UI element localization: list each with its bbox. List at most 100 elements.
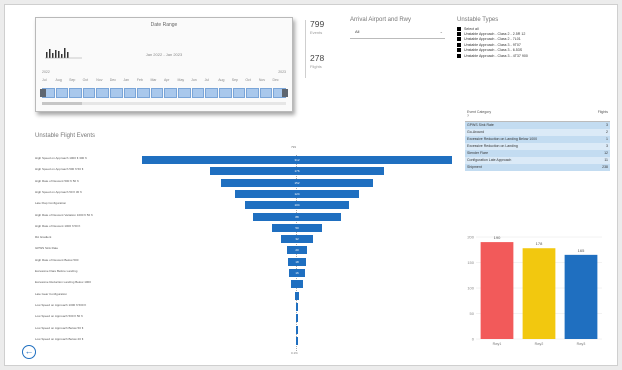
funnel-bar[interactable] [296, 325, 298, 334]
funnel-value-label: 88 [295, 214, 299, 219]
funnel-bar[interactable] [287, 246, 307, 255]
funnel-value-label: 104 [294, 203, 300, 208]
funnel-bar[interactable] [281, 235, 313, 244]
timeline-segment[interactable] [55, 88, 69, 98]
funnel-row[interactable]: Excessive Reduction Landing Below 1000 12 [35, 279, 455, 289]
timeline-segment[interactable] [218, 88, 232, 98]
funnel-bar[interactable] [289, 269, 305, 277]
funnel-row[interactable]: Low Speed on Approach 500 ft 50 ft 2 [35, 313, 455, 323]
funnel-row[interactable]: High Rate of Descent Variation 1000 ft 5… [35, 212, 455, 222]
checkbox-checked-icon[interactable] [457, 37, 461, 42]
timeline-segment[interactable] [82, 88, 96, 98]
funnel-bar[interactable] [253, 212, 341, 221]
funnel-bar[interactable] [295, 291, 299, 300]
checkbox-checked-icon[interactable] [457, 26, 461, 31]
table-cell-flights: 3 [606, 144, 608, 148]
timeline-segment[interactable] [259, 88, 273, 98]
unstable-type-label: Unstable Approach - Class 2 - 7L01 [464, 37, 521, 42]
checkbox-checked-icon[interactable] [457, 42, 461, 47]
funnel-value-label: 3 [296, 304, 298, 309]
checkbox-checked-icon[interactable] [457, 32, 461, 37]
funnel-row[interactable]: GPWS Sink Rate 20 [35, 245, 455, 255]
unstable-type-option[interactable]: Select all [457, 26, 587, 31]
date-range-slicer[interactable]: Date Range Jan 2022 - Jan 2023 2022 2023… [35, 17, 293, 112]
timeline-segment[interactable] [191, 88, 205, 98]
funnel-row[interactable]: Late Flap Configuration 104 [35, 200, 455, 210]
unstable-type-option[interactable]: Unstable Approach - Class 3 - 6.53S [457, 48, 587, 53]
funnel-bar[interactable] [296, 314, 298, 323]
timeline-segment[interactable] [69, 88, 82, 98]
table-row[interactable]: Go-Around 2 [465, 129, 610, 136]
timeline-segment[interactable] [137, 88, 150, 98]
unstable-type-label: Unstable Approach - Class 2 - 2.5R 12 [464, 32, 526, 37]
chevron-down-icon[interactable]: ⌄ [439, 29, 443, 34]
table-cell-flights: 3 [606, 123, 608, 127]
funnel-row[interactable]: High Rate of Descent 1000 ft 50 ft 50 [35, 223, 455, 233]
timeline-segment[interactable] [164, 88, 178, 98]
timeline-segment[interactable] [110, 88, 123, 98]
funnel-row[interactable]: Low Speed on Approach Below 50 ft 1 [35, 325, 455, 335]
timeline-segment[interactable] [96, 88, 110, 98]
bar[interactable] [564, 254, 598, 339]
y-tick-label: 100 [467, 286, 474, 291]
timeline-segment[interactable] [232, 88, 246, 98]
timeline-segment[interactable] [246, 88, 259, 98]
timeline-segment[interactable] [150, 88, 164, 98]
funnel-bar[interactable] [295, 302, 299, 311]
unstable-type-option[interactable]: Unstable Approach - Class 2 - 7L01 [457, 37, 587, 42]
unstable-type-option[interactable]: Unstable Approach - Class 3 - 4T37 900 [457, 53, 587, 58]
funnel-row[interactable]: High Speed on Approach 1000 ft 300 ft 312 [35, 155, 455, 165]
table-row[interactable]: Slender Flare 12 [465, 150, 610, 157]
bar[interactable] [522, 248, 556, 339]
table-row[interactable]: GPWS Sink Rate 3 [465, 122, 610, 129]
table-cell-category: Configuration Late Approach [467, 158, 512, 162]
funnel-bar[interactable] [142, 156, 452, 164]
timeline-end-handle[interactable] [282, 89, 288, 97]
unstable-type-option[interactable]: Unstable Approach - Class 3 - 9T07 [457, 42, 587, 47]
funnel-row[interactable]: RA Gradient 32 [35, 234, 455, 244]
table-cell-category: Excessive Reduction on Landing Below 100… [467, 137, 538, 141]
timeline-segment[interactable] [205, 88, 218, 98]
checkbox-checked-icon[interactable] [457, 48, 461, 53]
table-col1-header[interactable]: Event Category [467, 110, 492, 114]
date-timeline[interactable] [40, 88, 288, 98]
table-row[interactable]: Excessive Reduction on Landing Below 100… [465, 136, 610, 143]
funnel-row[interactable]: Low Speed on Approach Below 20 ft 1 [35, 336, 455, 346]
timeline-start-handle[interactable] [40, 89, 46, 97]
back-button[interactable]: ← [22, 345, 36, 359]
funnel-bar[interactable] [209, 167, 385, 176]
funnel-bar[interactable] [221, 178, 373, 187]
funnel-bar[interactable] [291, 280, 303, 289]
funnel-value-label: 152 [294, 180, 300, 185]
table-row[interactable]: Shipment 238 [465, 164, 610, 171]
unstable-type-option[interactable]: Unstable Approach - Class 2 - 2.5R 12 [457, 31, 587, 37]
funnel-label: High Rate of Descent 500 ft 50 ft [35, 178, 79, 183]
table-row[interactable]: Configuration Late Approach 11 [465, 157, 610, 164]
funnel-row[interactable]: High Speed on Approach 500 ft 50 ft 176 [35, 166, 455, 176]
funnel-row[interactable]: High Rate of Descent 500 ft 50 ft 152 [35, 178, 455, 188]
timeline-segment[interactable] [123, 88, 137, 98]
funnel-row[interactable]: Low Speed on Approach 1000 ft 500 ft 3 [35, 302, 455, 312]
funnel-row[interactable]: High Rate of Descent Below 500 18 [35, 257, 455, 267]
funnel-bar[interactable] [296, 336, 298, 345]
funnel-row[interactable]: Late Gear Configuration 4 [35, 291, 455, 301]
funnel-row[interactable]: High Speed on Approach 50 ft 30 ft 124 [35, 189, 455, 199]
date-slicer-scrollbar[interactable] [42, 102, 286, 105]
table-cell-flights: 11 [604, 158, 608, 162]
scrollbar-thumb[interactable] [42, 102, 82, 105]
timeline-segment[interactable] [178, 88, 191, 98]
month-label: Jul [204, 78, 210, 82]
funnel-bar[interactable] [235, 189, 359, 198]
funnel-row[interactable]: Excessive Flare Before Landing 16 [35, 268, 455, 278]
arrival-airport-dropdown[interactable]: All ⌄ [350, 29, 445, 39]
funnel-label: High Rate of Descent Variation 1000 ft 5… [35, 212, 93, 217]
checkbox-checked-icon[interactable] [457, 53, 461, 58]
table-row[interactable]: Excessive Reduction on Landing 3 [465, 143, 610, 150]
y-tick-label: 50 [470, 311, 475, 316]
funnel-bar[interactable] [272, 223, 322, 232]
funnel-label: High Rate of Descent 1000 ft 50 ft [35, 223, 81, 228]
funnel-bar[interactable] [245, 201, 349, 210]
bar[interactable] [480, 242, 514, 339]
table-col2-header[interactable]: Flights [597, 110, 608, 114]
funnel-bar[interactable] [288, 257, 306, 266]
